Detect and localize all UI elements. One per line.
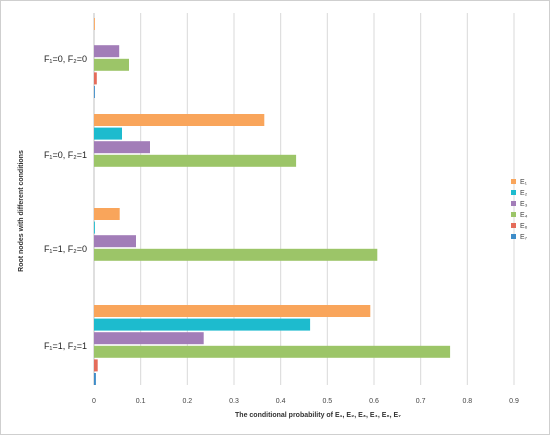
bar xyxy=(94,58,129,71)
x-tick-label: 0.1 xyxy=(136,398,146,405)
bar xyxy=(94,235,136,248)
x-tick-label: 0.6 xyxy=(369,398,379,405)
y-axis-title: Root nodes with different conditions xyxy=(18,150,25,272)
bar xyxy=(94,72,97,85)
category-label: F₁=0, F₂=0 xyxy=(44,54,87,64)
x-tick-label: 0.2 xyxy=(182,398,192,405)
bar xyxy=(94,332,204,345)
legend-swatch xyxy=(511,201,516,206)
gridlines xyxy=(93,13,515,385)
legend-label: E₁ xyxy=(520,179,528,186)
legend-swatch xyxy=(511,212,516,217)
legend-swatch xyxy=(511,179,516,184)
x-tick-label: 0.3 xyxy=(229,398,239,405)
bar xyxy=(94,373,96,385)
legend-label: E₆ xyxy=(520,223,528,230)
bar xyxy=(94,141,150,154)
x-axis-ticks: 0 0.1 0.2 0.3 0.4 0.5 0.6 0.7 0.8 0.9 xyxy=(92,398,519,405)
legend-swatch xyxy=(511,190,516,195)
legend-label: E₃ xyxy=(520,201,528,208)
legend-swatch xyxy=(511,223,516,228)
bar xyxy=(94,208,120,220)
category-label: F₁=1, F₂=1 xyxy=(44,341,87,351)
legend-swatch xyxy=(511,234,516,239)
bar xyxy=(94,221,95,234)
legend: E₁ E₂ E₃ E₄ E₆ E₇ xyxy=(511,179,528,241)
x-tick-label: 0.7 xyxy=(416,398,426,405)
x-tick-label: 0.5 xyxy=(322,398,332,405)
category-labels: F₁=0, F₂=0 F₁=0, F₂=1 F₁=1, F₂=0 F₁=1, F₂=1 xyxy=(44,54,87,351)
bar xyxy=(94,345,451,358)
bar xyxy=(94,18,95,30)
bar xyxy=(94,318,311,331)
legend-label: E₂ xyxy=(520,190,528,197)
x-axis-title: The conditional probability of E₁, E₂, E… xyxy=(235,412,401,419)
category-label: F₁=0, F₂=1 xyxy=(44,150,87,160)
legend-label: E₄ xyxy=(520,212,528,219)
bar xyxy=(94,114,265,126)
bar xyxy=(94,154,297,167)
x-tick-label: 0.4 xyxy=(276,398,286,405)
bar xyxy=(94,45,120,58)
x-tick-label: 0.9 xyxy=(509,398,519,405)
x-tick-label: 0.8 xyxy=(462,398,472,405)
bar xyxy=(94,248,378,261)
legend-label: E₇ xyxy=(520,234,528,241)
bars xyxy=(94,18,451,385)
bar xyxy=(94,86,95,98)
category-label: F₁=1, F₂=0 xyxy=(44,244,87,254)
bar xyxy=(94,305,371,317)
x-tick-label: 0 xyxy=(92,398,96,405)
bar xyxy=(94,359,98,372)
bar xyxy=(94,127,122,140)
